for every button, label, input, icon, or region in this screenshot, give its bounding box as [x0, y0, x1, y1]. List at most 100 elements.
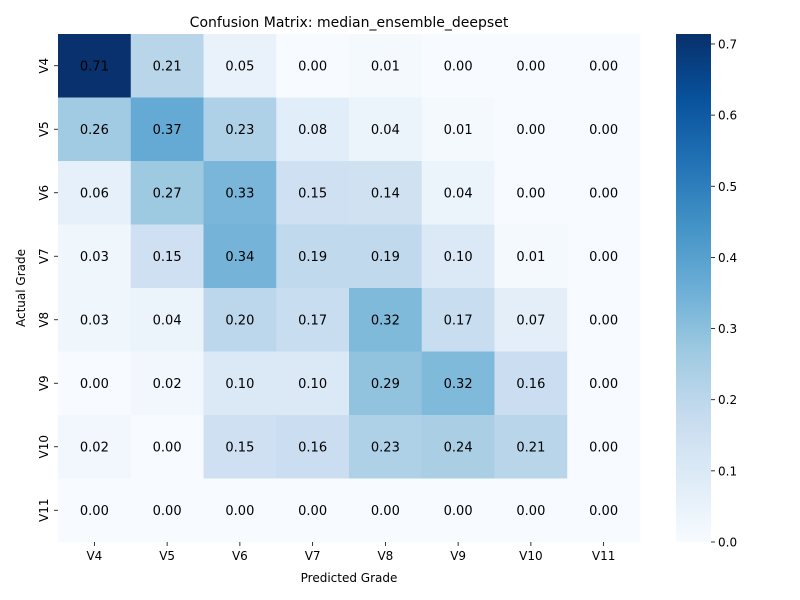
heatmap-cells — [58, 34, 641, 543]
cell-value-V7-V9: 0.10 — [444, 250, 473, 265]
cell-value-V11-V5: 0.00 — [153, 504, 182, 519]
heatmap-cell-labels: 0.71 0.21 0.05 0.00 0.01 0.00 0.00 0.00 0.26 0.37… — [80, 59, 618, 519]
cell-value-V6-V7: 0.15 — [298, 186, 327, 201]
cell-value-V8-V4: 0.03 — [80, 313, 109, 328]
colorbar-tick-label-2: 0.2 — [718, 393, 737, 407]
heatmap-cell-V7-V10 — [494, 224, 568, 289]
cell-value-V10-V9: 0.24 — [444, 440, 473, 455]
heatmap-cell-V5-V5 — [130, 97, 204, 162]
cell-value-V9-V7: 0.10 — [298, 377, 327, 392]
heatmap-cell-V5-V11 — [567, 97, 641, 162]
cell-value-V7-V5: 0.15 — [153, 250, 182, 265]
cell-value-V8-V7: 0.17 — [298, 313, 327, 328]
cell-value-V8-V10: 0.07 — [516, 313, 545, 328]
cell-value-V10-V4: 0.02 — [80, 440, 109, 455]
cell-value-V5-V6: 0.23 — [225, 123, 254, 138]
cell-value-V11-V9: 0.00 — [444, 504, 473, 519]
heatmap-cell-V4-V9 — [421, 34, 495, 98]
cell-value-V4-V7: 0.00 — [298, 59, 327, 74]
cell-value-V9-V9: 0.32 — [444, 377, 473, 392]
heatmap-cell-V5-V8 — [349, 97, 423, 162]
x-tick-label-V4: V4 — [86, 549, 102, 563]
heatmap-cell-V4-V5 — [130, 34, 204, 98]
heatmap-cell-V10-V8 — [349, 415, 423, 479]
y-axis-ticks: V4 V5 V6 V7 V8 V9 V10 V11 — [37, 58, 58, 522]
heatmap-cell-V8-V10 — [494, 288, 568, 352]
heatmap-cell-V9-V10 — [494, 351, 568, 416]
cell-value-V8-V9: 0.17 — [444, 313, 473, 328]
cell-value-V10-V11: 0.00 — [589, 440, 618, 455]
heatmap-cell-V4-V8 — [349, 34, 423, 98]
y-tick-label-V10: V10 — [37, 435, 51, 458]
heatmap-cell-V7-V8 — [349, 224, 423, 289]
heatmap-cell-V5-V6 — [203, 97, 277, 162]
heatmap-cell-V11-V10 — [494, 478, 568, 543]
cell-value-V4-V9: 0.00 — [444, 59, 473, 74]
cell-value-V8-V6: 0.20 — [225, 313, 254, 328]
y-axis-label: Actual Grade — [14, 249, 28, 327]
heatmap-cell-V9-V4 — [58, 351, 132, 416]
heatmap-cell-V7-V6 — [203, 224, 277, 289]
cell-value-V5-V10: 0.00 — [516, 123, 545, 138]
cell-value-V4-V5: 0.21 — [153, 59, 182, 74]
x-tick-label-V9: V9 — [450, 549, 466, 563]
heatmap-cell-V8-V4 — [58, 288, 132, 352]
cell-value-V5-V9: 0.01 — [444, 123, 473, 138]
cell-value-V7-V10: 0.01 — [516, 250, 545, 265]
cell-value-V4-V10: 0.00 — [516, 59, 545, 74]
heatmap-cell-V6-V5 — [130, 161, 204, 225]
heatmap-cell-V8-V8 — [349, 288, 423, 352]
cell-value-V11-V6: 0.00 — [225, 504, 254, 519]
heatmap-cell-V11-V7 — [276, 478, 350, 543]
x-tick-label-V10: V10 — [519, 549, 542, 563]
x-tick-label-V6: V6 — [232, 549, 248, 563]
heatmap-cell-V5-V7 — [276, 97, 350, 162]
cell-value-V4-V6: 0.05 — [225, 59, 254, 74]
cell-value-V8-V8: 0.32 — [371, 313, 400, 328]
cell-value-V7-V7: 0.19 — [298, 250, 327, 265]
heatmap-cell-V7-V5 — [130, 224, 204, 289]
cell-value-V10-V10: 0.21 — [516, 440, 545, 455]
x-tick-label-V11: V11 — [592, 549, 615, 563]
heatmap-cell-V4-V7 — [276, 34, 350, 98]
cell-value-V9-V4: 0.00 — [80, 377, 109, 392]
y-tick-label-V7: V7 — [37, 248, 51, 264]
cell-value-V6-V10: 0.00 — [516, 186, 545, 201]
heatmap-cell-V8-V6 — [203, 288, 277, 352]
cell-value-V6-V6: 0.33 — [225, 186, 254, 201]
cell-value-V4-V4: 0.71 — [80, 59, 109, 74]
cell-value-V10-V7: 0.16 — [298, 440, 327, 455]
cell-value-V7-V6: 0.34 — [225, 250, 254, 265]
cell-value-V6-V11: 0.00 — [589, 186, 618, 201]
colorbar-tick-label-0: 0.0 — [718, 536, 737, 550]
x-axis-ticks: V4 V5 V6 V7 V8 V9 V10 V11 — [86, 542, 615, 563]
heatmap-cell-V11-V4 — [58, 478, 132, 543]
heatmap-cell-V4-V10 — [494, 34, 568, 98]
cell-value-V10-V6: 0.15 — [225, 440, 254, 455]
heatmap-cell-V6-V8 — [349, 161, 423, 225]
cell-value-V9-V6: 0.10 — [225, 377, 254, 392]
x-tick-label-V8: V8 — [377, 549, 393, 563]
cell-value-V10-V8: 0.23 — [371, 440, 400, 455]
colorbar-tick-label-5: 0.5 — [718, 180, 737, 194]
heatmap-cell-V10-V6 — [203, 415, 277, 479]
heatmap-cell-V6-V11 — [567, 161, 641, 225]
heatmap-cell-V10-V9 — [421, 415, 495, 479]
colorbar — [676, 34, 711, 542]
heatmap-cell-V7-V4 — [58, 224, 132, 289]
heatmap-cell-V8-V11 — [567, 288, 641, 352]
heatmap-cell-V9-V8 — [349, 351, 423, 416]
y-tick-label-V5: V5 — [37, 121, 51, 137]
heatmap-cell-V11-V6 — [203, 478, 277, 543]
heatmap-cell-V5-V10 — [494, 97, 568, 162]
heatmap-cell-V4-V4 — [58, 34, 132, 98]
cell-value-V6-V5: 0.27 — [153, 186, 182, 201]
colorbar-tick-label-7: 0.7 — [718, 37, 737, 51]
heatmap-cell-V10-V4 — [58, 415, 132, 479]
heatmap-cell-V4-V11 — [567, 34, 641, 98]
cell-value-V11-V10: 0.00 — [516, 504, 545, 519]
cell-value-V4-V8: 0.01 — [371, 59, 400, 74]
cell-value-V10-V5: 0.00 — [153, 440, 182, 455]
heatmap-cell-V8-V9 — [421, 288, 495, 352]
y-tick-label-V8: V8 — [37, 312, 51, 328]
